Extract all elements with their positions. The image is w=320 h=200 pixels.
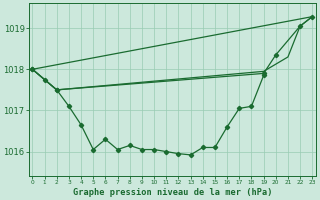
X-axis label: Graphe pression niveau de la mer (hPa): Graphe pression niveau de la mer (hPa)	[73, 188, 272, 197]
